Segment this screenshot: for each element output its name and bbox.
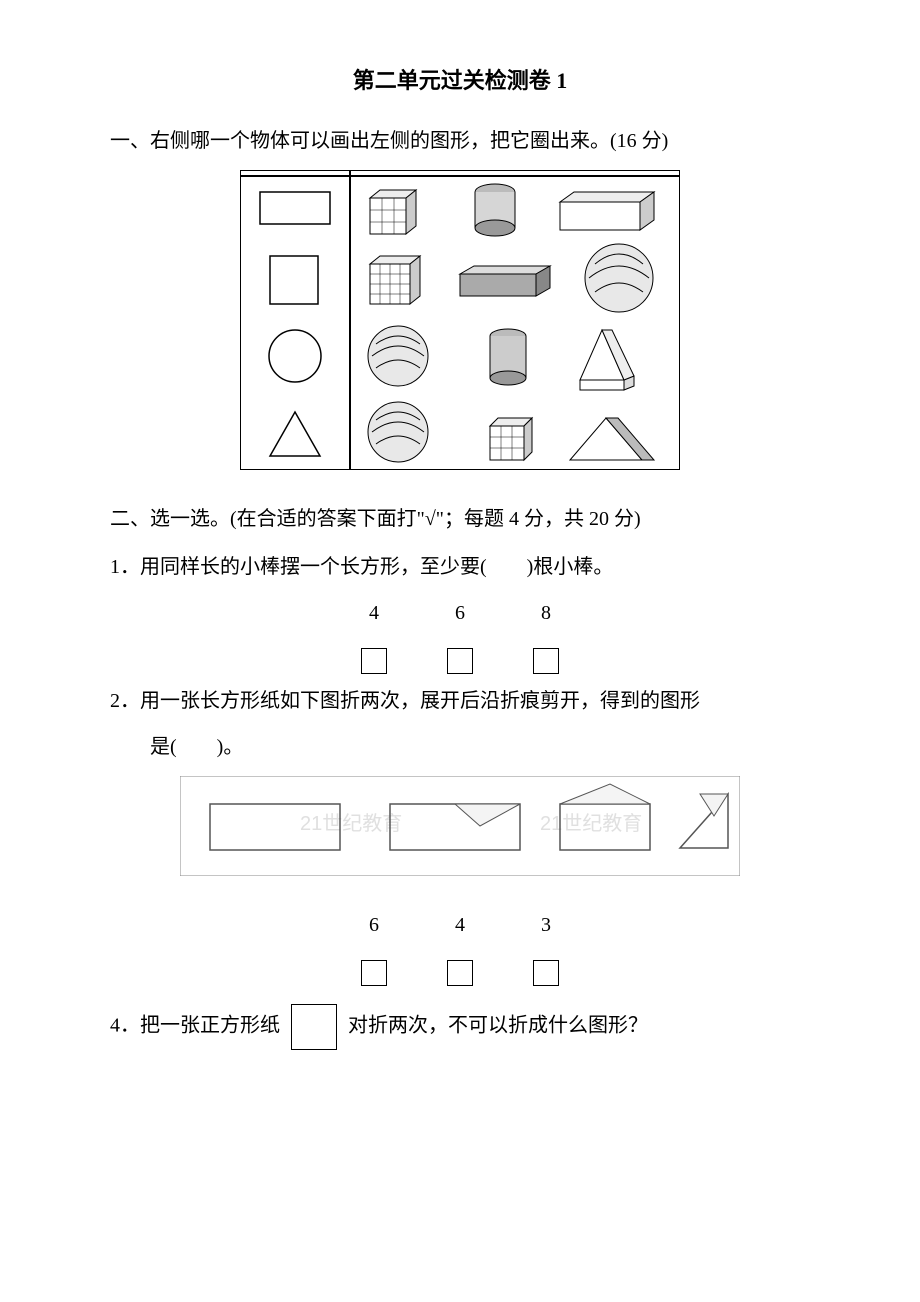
q4-prefix: 4．把一张正方形纸 [110, 1014, 280, 1036]
q2-option-1-label: 6 [369, 906, 379, 944]
section-1-heading: 一、右侧哪一个物体可以画出左侧的图形，把它圈出来。(16 分) [110, 122, 810, 160]
q2-option-1-checkbox[interactable] [361, 960, 387, 986]
q1-option-1: 4 [361, 594, 387, 674]
sphere-icon [585, 244, 653, 312]
square-paper-icon [291, 1004, 337, 1050]
q1-option-2-label: 6 [455, 594, 465, 632]
q1-text: 1．用同样长的小棒摆一个长方形，至少要( )根小棒。 [110, 548, 810, 586]
q1-options: 4 6 8 [110, 594, 810, 674]
fold-diagram: 21世纪教育 21世纪教育 [180, 776, 740, 876]
q1-option-1-checkbox[interactable] [361, 648, 387, 674]
q2-option-2-checkbox[interactable] [447, 960, 473, 986]
sphere2-icon [368, 326, 428, 386]
cuboid-flat-icon [460, 266, 550, 296]
q2-option-3: 3 [533, 906, 559, 986]
q2-option-3-checkbox[interactable] [533, 960, 559, 986]
cube4-icon [370, 256, 420, 304]
shapes-table [240, 170, 680, 470]
q1-option-1-label: 4 [369, 594, 379, 632]
q1-option-3-checkbox[interactable] [533, 648, 559, 674]
q2-text-line1: 2．用一张长方形纸如下图折两次，展开后沿折痕剪开，得到的图形 [110, 682, 810, 720]
cube3b-icon [490, 418, 532, 460]
q1-option-3-label: 8 [541, 594, 551, 632]
sphere3-icon [368, 402, 428, 462]
cube3-icon [370, 190, 416, 234]
cylinder2-icon [490, 329, 526, 385]
q2-option-3-label: 3 [541, 906, 551, 944]
watermark-text: 21世纪教育 [300, 812, 402, 835]
q4-text: 4．把一张正方形纸 对折两次，不可以折成什么图形？ [110, 1004, 810, 1050]
section-2-heading: 二、选一选。(在合适的答案下面打"√"；每题 4 分，共 20 分) [110, 500, 810, 538]
page-title: 第二单元过关检测卷 1 [110, 60, 810, 102]
q2-figure: 21世纪教育 21世纪教育 [110, 776, 810, 876]
q1-option-2: 6 [447, 594, 473, 674]
q2-options: 6 4 3 [110, 906, 810, 986]
q1-figure [110, 170, 810, 470]
q1-option-3: 8 [533, 594, 559, 674]
q1-option-2-checkbox[interactable] [447, 648, 473, 674]
watermark-text-2: 21世纪教育 [540, 812, 642, 835]
q2-option-2-label: 4 [455, 906, 465, 944]
cuboid-icon [560, 192, 654, 230]
q4-suffix: 对折两次，不可以折成什么图形？ [348, 1014, 648, 1036]
q2-text-line2: 是( )。 [110, 728, 810, 766]
q2-option-1: 6 [361, 906, 387, 986]
q2-option-2: 4 [447, 906, 473, 986]
cylinder-icon [475, 184, 515, 236]
